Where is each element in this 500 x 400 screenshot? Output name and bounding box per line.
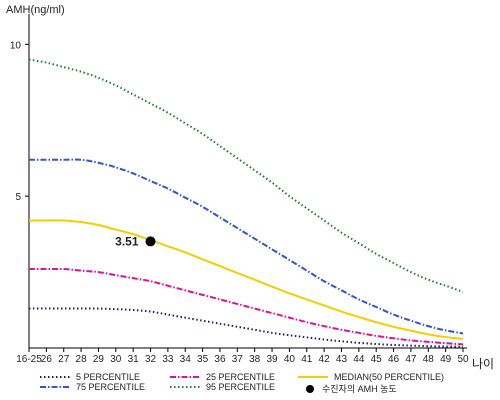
- patient-amh-point: [145, 236, 156, 247]
- legend-swatch-25-percentile: [170, 376, 200, 378]
- y-tick-label-10: 10: [10, 40, 22, 51]
- x-tick-label-44: 44: [353, 354, 365, 365]
- x-tick-label-34: 34: [180, 354, 192, 365]
- x-tick-label-39: 39: [266, 354, 278, 365]
- legend-label-median: MEDIAN(50 PERCENTILE): [334, 372, 445, 382]
- x-tick-label-42: 42: [319, 354, 331, 365]
- x-tick-label-49: 49: [440, 354, 452, 365]
- legend-item-patient-amh: 수진자의 AMH 농도: [298, 382, 397, 395]
- amh-percentile-chart: 5 10 16-25 26 27 28 29 30 31 32 33 34 35 36 37 38 39 40 41…: [10, 14, 469, 365]
- series-line-75-percentile: [28, 158, 464, 335]
- x-tick-label-16-25: 16-25: [16, 354, 42, 365]
- legend-label-25-percentile: 25 PERCENTILE: [206, 372, 276, 382]
- legend-item-25-percentile: 25 PERCENTILE: [170, 372, 275, 382]
- x-tick-label-35: 35: [197, 354, 209, 365]
- patient-amh-value-label: 3.51: [115, 234, 139, 248]
- y-axis-label: AMH(ng/ml): [6, 4, 65, 16]
- legend-swatch-median: [298, 376, 328, 378]
- x-tick-label-41: 41: [301, 354, 313, 365]
- legend: 5 PERCENTILE 75 PERCENTILE 25 PERCENTILE…: [30, 370, 490, 398]
- x-tick-label-46: 46: [388, 354, 400, 365]
- y-tick-label-5: 5: [15, 192, 21, 203]
- x-tick-label-50: 50: [457, 354, 469, 365]
- x-tick-label-37: 37: [232, 354, 244, 365]
- x-tick-label-43: 43: [336, 354, 348, 365]
- legend-label-75-percentile: 75 PERCENTILE: [76, 382, 146, 392]
- legend-swatch-75-percentile: [40, 386, 70, 388]
- x-tick-label-33: 33: [162, 354, 174, 365]
- x-tick-label-30: 30: [110, 354, 122, 365]
- legend-swatch-5-percentile: [40, 376, 70, 378]
- legend-label-5-percentile: 5 PERCENTILE: [76, 372, 141, 382]
- x-tick-label-36: 36: [214, 354, 226, 365]
- legend-item-median: MEDIAN(50 PERCENTILE): [298, 372, 444, 382]
- x-tick-label-28: 28: [76, 354, 88, 365]
- x-tick-label-31: 31: [128, 354, 140, 365]
- legend-item-75-percentile: 75 PERCENTILE: [40, 382, 145, 392]
- x-tick-label-47: 47: [405, 354, 417, 365]
- legend-item-5-percentile: 5 PERCENTILE: [40, 372, 140, 382]
- legend-item-95-percentile: 95 PERCENTILE: [170, 382, 275, 392]
- x-tick-label-40: 40: [284, 354, 296, 365]
- x-tick-label-26: 26: [41, 354, 53, 365]
- series-line-median-50-percentile: [29, 219, 464, 340]
- x-axis-label: 나이: [472, 357, 495, 371]
- legend-label-95-percentile: 95 PERCENTILE: [206, 382, 276, 392]
- x-tick-label-38: 38: [249, 354, 261, 365]
- x-tick-label-29: 29: [93, 354, 105, 365]
- legend-swatch-95-percentile: [170, 386, 200, 388]
- x-tick-label-48: 48: [423, 354, 435, 365]
- legend-label-patient-amh: 수진자의 AMH 농도: [322, 384, 397, 394]
- series-line-95-percentile: [28, 58, 464, 293]
- x-tick-label-45: 45: [371, 354, 383, 365]
- series-line-25-percentile: [28, 267, 464, 346]
- x-tick-label-32: 32: [145, 354, 157, 365]
- x-tick-label-27: 27: [58, 354, 70, 365]
- legend-swatch-patient-amh: [306, 384, 314, 393]
